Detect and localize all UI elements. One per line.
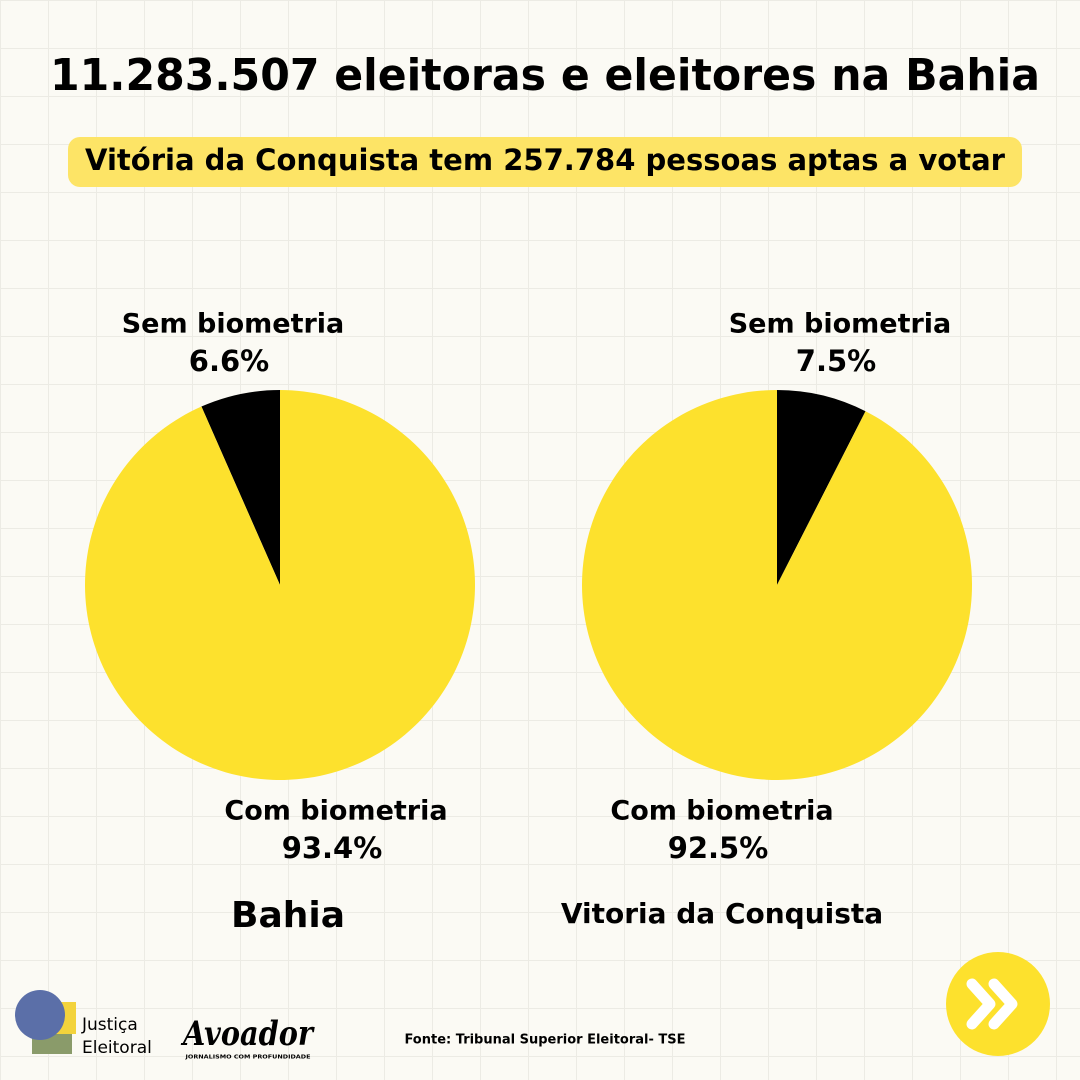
- next-button[interactable]: [946, 952, 1050, 1056]
- pie-title: Vitoria da Conquista: [561, 897, 883, 930]
- brand-logo: Avoador: [180, 1014, 314, 1054]
- slice-label: Com biometria: [224, 796, 447, 827]
- pie-slice: [777, 390, 866, 585]
- brand-tagline: JORNALISMO COM PROFUNDIDADE: [184, 1055, 311, 1061]
- pie-slice: [201, 390, 280, 585]
- page-title: 11.283.507 eleitoras e eleitores na Bahi…: [50, 50, 1040, 101]
- subtitle-box: [68, 137, 1022, 187]
- logo-text: Eleitoral: [82, 1038, 152, 1058]
- slice-label: Sem biometria: [122, 309, 345, 340]
- subtitle: Vitória da Conquista tem 257.784 pessoas…: [85, 143, 1006, 177]
- logo-text: Justiça: [81, 1015, 138, 1035]
- next-button-circle[interactable]: [946, 952, 1050, 1056]
- pie-slice: [85, 390, 476, 780]
- pie-slice: [581, 390, 972, 780]
- slice-value: 7.5%: [796, 344, 876, 378]
- slice-value: 92.5%: [668, 831, 769, 865]
- slice-value: 93.4%: [282, 831, 383, 865]
- logo-circle: [15, 990, 65, 1040]
- pie-title: Bahia: [231, 895, 345, 936]
- slice-value: 6.6%: [189, 344, 269, 378]
- source: Fonte: Tribunal Superior Eleitoral- TSE: [404, 1033, 685, 1048]
- next-icon[interactable]: [966, 978, 1018, 1030]
- justica-logo: Justiça Eleitoral: [15, 990, 152, 1058]
- slice-label: Sem biometria: [729, 309, 952, 340]
- slice-label: Com biometria: [610, 796, 833, 827]
